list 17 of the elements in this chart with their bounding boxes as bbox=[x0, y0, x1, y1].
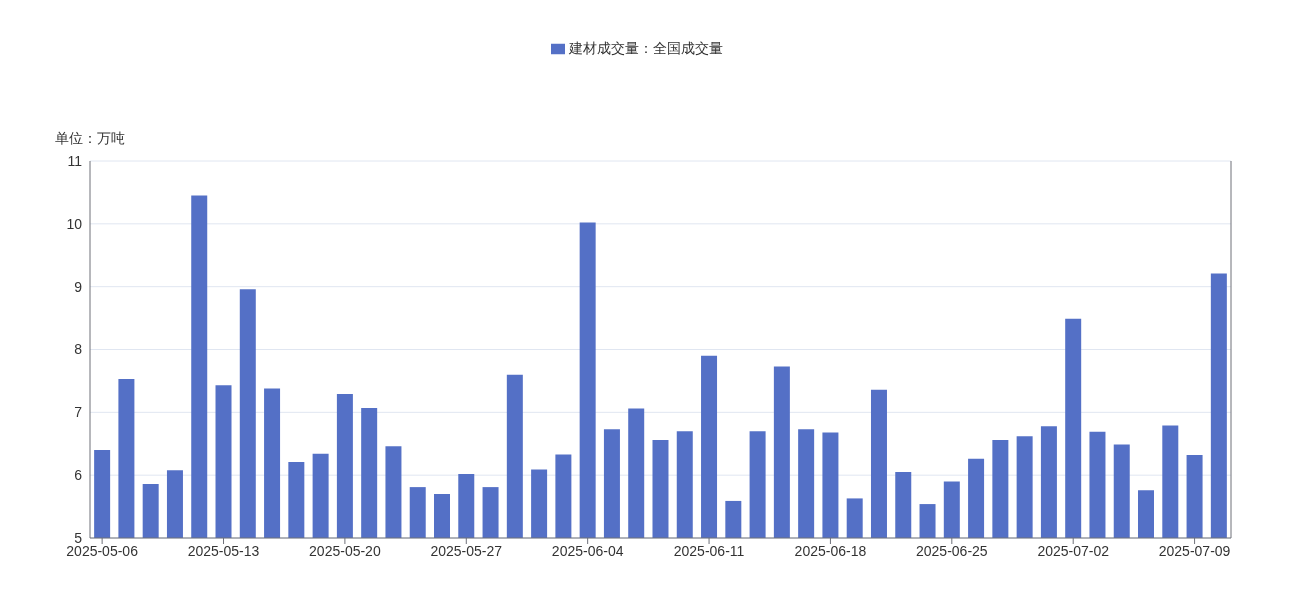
y-tick-label: 9 bbox=[74, 278, 83, 295]
x-tick-label: 2025-05-13 bbox=[187, 542, 260, 559]
y-tick-label: 10 bbox=[66, 215, 83, 232]
x-tick-label: 2025-06-18 bbox=[794, 542, 867, 559]
legend-label: 建材成交量：全国成交量 bbox=[568, 40, 723, 56]
y-axis-title: 单位：万吨 bbox=[55, 130, 125, 146]
x-tick-label: 2025-05-27 bbox=[430, 542, 503, 559]
y-tick-label: 6 bbox=[74, 467, 83, 484]
x-tick-label: 2025-06-25 bbox=[916, 542, 988, 559]
x-tick-label: 2025-06-04 bbox=[551, 542, 624, 559]
x-tick-label: 2025-06-11 bbox=[673, 542, 745, 559]
y-tick-label: 8 bbox=[74, 341, 83, 358]
x-tick-label: 2025-07-02 bbox=[1037, 542, 1110, 559]
y-tick-label: 7 bbox=[74, 404, 83, 421]
x-tick-label: 2025-05-20 bbox=[309, 542, 381, 559]
x-tick-label: 2025-07-09 bbox=[1158, 542, 1231, 559]
y-tick-label: 11 bbox=[67, 152, 83, 169]
